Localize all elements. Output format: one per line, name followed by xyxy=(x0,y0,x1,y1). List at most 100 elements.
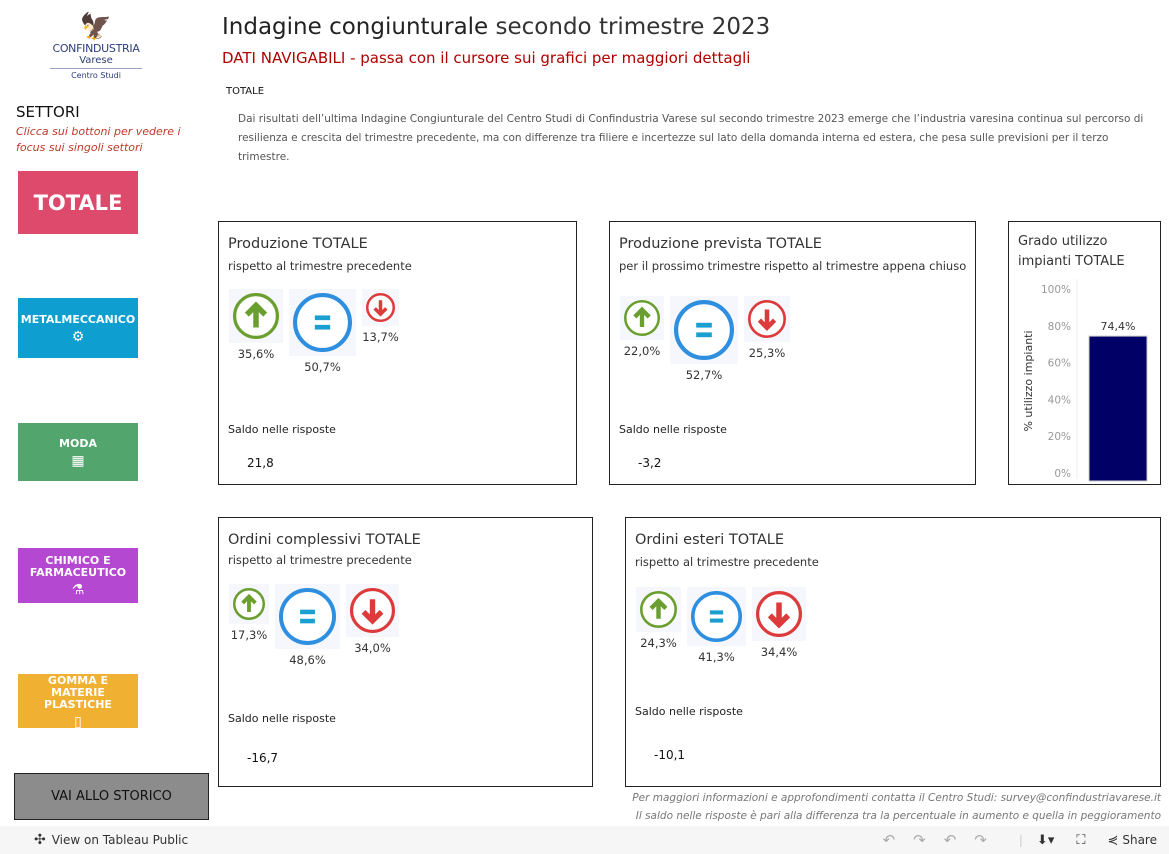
saldo-label: Saldo nelle risposte xyxy=(228,712,336,725)
tableau-icon: ✣ xyxy=(34,832,46,848)
up-response[interactable]: 22,0% xyxy=(620,296,664,358)
y-tick-label: 40% xyxy=(1048,394,1071,406)
card-produzione[interactable]: Produzione TOTALE rispetto al trimestre … xyxy=(218,221,577,485)
saldo-value: 21,8 xyxy=(247,456,274,470)
card-title: Ordini esteri TOTALE xyxy=(635,532,785,548)
equals-icon xyxy=(289,289,356,356)
response-icons: 35,6% 50,7% 13,7% xyxy=(229,289,399,374)
y-tick-label: 0% xyxy=(1054,468,1071,480)
button-label: TOTALE xyxy=(33,190,123,215)
view-on-tableau-link[interactable]: View on Tableau Public xyxy=(51,833,189,847)
down-response[interactable]: 34,4% xyxy=(752,587,806,659)
y-tick-label: 20% xyxy=(1048,431,1071,443)
saldo-value: -3,2 xyxy=(638,456,662,470)
utilizzo-bar-chart[interactable]: 0% 20% 40% 60% 80% 100% % utilizzo impianti 74,… xyxy=(1009,277,1160,484)
down-percent: 34,0% xyxy=(354,641,391,655)
divider: | xyxy=(1018,833,1023,847)
sector-button-totale[interactable]: TOTALE xyxy=(18,171,138,234)
chart-title: Grado utilizzo impianti TOTALE xyxy=(1018,234,1125,269)
eq-response[interactable]: 48,6% xyxy=(275,584,340,667)
saldo-value: -10,1 xyxy=(654,748,686,762)
eq-response[interactable]: 50,7% xyxy=(289,289,356,374)
eq-percent: 50,7% xyxy=(304,360,341,374)
bar-TOTALE[interactable] xyxy=(1088,335,1148,482)
sector-button-moda[interactable]: MODA ▦ xyxy=(18,423,138,481)
card-subtitle: rispetto al trimestre precedente xyxy=(635,555,819,569)
y-tick-label: 80% xyxy=(1048,321,1071,333)
eq-response[interactable]: 52,7% xyxy=(670,296,738,382)
up-response[interactable]: 24,3% xyxy=(636,587,681,650)
card-subtitle: rispetto al trimestre precedente xyxy=(228,553,412,567)
arrow-up-icon xyxy=(229,584,269,624)
card-subtitle: per il prossimo trimestre rispetto al tr… xyxy=(619,259,967,273)
saldo-label: Saldo nelle risposte xyxy=(619,423,727,436)
y-axis-label: % utilizzo impianti xyxy=(1022,330,1035,431)
sector-button-metalmeccanico[interactable]: METALMECCANICO ⚙ xyxy=(18,298,138,358)
tableau-toolbar: ✣ View on Tableau Public ↶↷↶↷ | ⬇▾ ⛶ ⋞ S… xyxy=(0,826,1169,854)
arrow-up-icon xyxy=(636,587,681,632)
y-tick-label: 60% xyxy=(1048,358,1071,370)
title-bold: Indagine congiunturale xyxy=(222,14,489,40)
card-title: Produzione TOTALE xyxy=(228,236,368,252)
confindustria-logo: 🦅 CONFINDUSTRIA Varese Centro Studi xyxy=(50,12,142,80)
down-response[interactable]: 34,0% xyxy=(346,584,399,655)
down-percent: 25,3% xyxy=(748,346,786,360)
up-percent: 35,6% xyxy=(237,347,275,361)
arrow-down-icon xyxy=(346,584,399,637)
title-rest: secondo trimestre 2023 xyxy=(488,14,771,40)
footer-note: Il saldo nelle risposte è pari alla diff… xyxy=(635,810,1161,822)
up-response[interactable]: 35,6% xyxy=(229,289,283,361)
arrow-down-icon xyxy=(362,289,399,326)
button-label: MODA xyxy=(59,436,97,450)
share-icon[interactable]: ⋞ xyxy=(1107,832,1119,848)
up-response[interactable]: 17,3% xyxy=(229,584,269,642)
button-label: GOMMA E MATERIE PLASTICHE xyxy=(44,673,112,711)
eq-percent: 41,3% xyxy=(698,650,735,664)
card-subtitle: rispetto al trimestre precedente xyxy=(228,259,412,273)
download-icon[interactable]: ⬇▾ xyxy=(1036,832,1055,848)
logo-city: Varese xyxy=(50,55,142,69)
undo-redo-icons[interactable]: ↶↷↶↷ xyxy=(882,831,1005,849)
flask-icon: ⚗ xyxy=(71,582,85,598)
eq-response[interactable]: 41,3% xyxy=(687,587,746,664)
arrow-up-icon xyxy=(620,296,664,340)
up-percent: 24,3% xyxy=(640,636,677,650)
response-icons: 17,3% 48,6% 34,0% xyxy=(229,584,399,667)
up-percent: 22,0% xyxy=(623,344,661,358)
eq-percent: 52,7% xyxy=(685,368,723,382)
bottle-icon: ▯ xyxy=(74,713,82,730)
logo-name: CONFINDUSTRIA xyxy=(52,42,140,55)
gear-icon: ⚙ xyxy=(71,328,85,345)
card-ordini-esteri[interactable]: Ordini esteri TOTALE rispetto al trimest… xyxy=(625,517,1161,787)
response-icons: 24,3% 41,3% 34,4% xyxy=(636,587,806,664)
intro-text: Dai risultati dell’ultima Indagine Congi… xyxy=(238,113,1144,163)
response-icons: 22,0% 52,7% 25,3% xyxy=(620,296,790,382)
storico-button[interactable]: VAI ALLO STORICO xyxy=(14,773,209,820)
sidebar-title: SETTORI xyxy=(16,103,80,121)
section-label: TOTALE xyxy=(226,86,265,97)
equals-icon xyxy=(687,587,746,646)
equals-icon xyxy=(275,584,340,649)
down-response[interactable]: 13,7% xyxy=(362,289,399,344)
equals-icon xyxy=(670,296,738,364)
share-button[interactable]: Share xyxy=(1122,833,1157,847)
fullscreen-icon[interactable]: ⛶ xyxy=(1076,832,1086,848)
card-produzione-prevista[interactable]: Produzione prevista TOTALE per il prossi… xyxy=(609,221,976,485)
footer-contact: Per maggiori informazioni e approfondime… xyxy=(632,792,1161,804)
saldo-label: Saldo nelle risposte xyxy=(635,705,743,718)
down-response[interactable]: 25,3% xyxy=(744,296,790,360)
arrow-up-icon xyxy=(229,289,283,343)
sidebar-hint: Clicca sui bottoni per vedere i focus su… xyxy=(16,125,181,154)
up-percent: 17,3% xyxy=(230,628,268,642)
page-subtitle: DATI NAVIGABILI - passa con il cursore s… xyxy=(222,49,751,67)
card-utilizzo-impianti[interactable]: Grado utilizzo impianti TOTALE 0% 20% 40% 6… xyxy=(1008,221,1161,485)
card-ordini-complessivi[interactable]: Ordini complessivi TOTALE rispetto al tr… xyxy=(218,517,593,787)
fabric-icon: ▦ xyxy=(71,452,85,469)
sector-button-gomma[interactable]: GOMMA E MATERIE PLASTICHE ▯ xyxy=(18,673,138,730)
page-title: Indagine congiunturale secondo trimestre… xyxy=(222,14,770,40)
card-title: Produzione prevista TOTALE xyxy=(619,236,822,252)
bar-value-label: 74,4% xyxy=(1101,320,1136,333)
down-percent: 13,7% xyxy=(362,330,399,344)
button-label: METALMECCANICO xyxy=(20,312,136,326)
sector-button-chimico[interactable]: CHIMICO E FARMACEUTICO ⚗ xyxy=(18,548,138,603)
